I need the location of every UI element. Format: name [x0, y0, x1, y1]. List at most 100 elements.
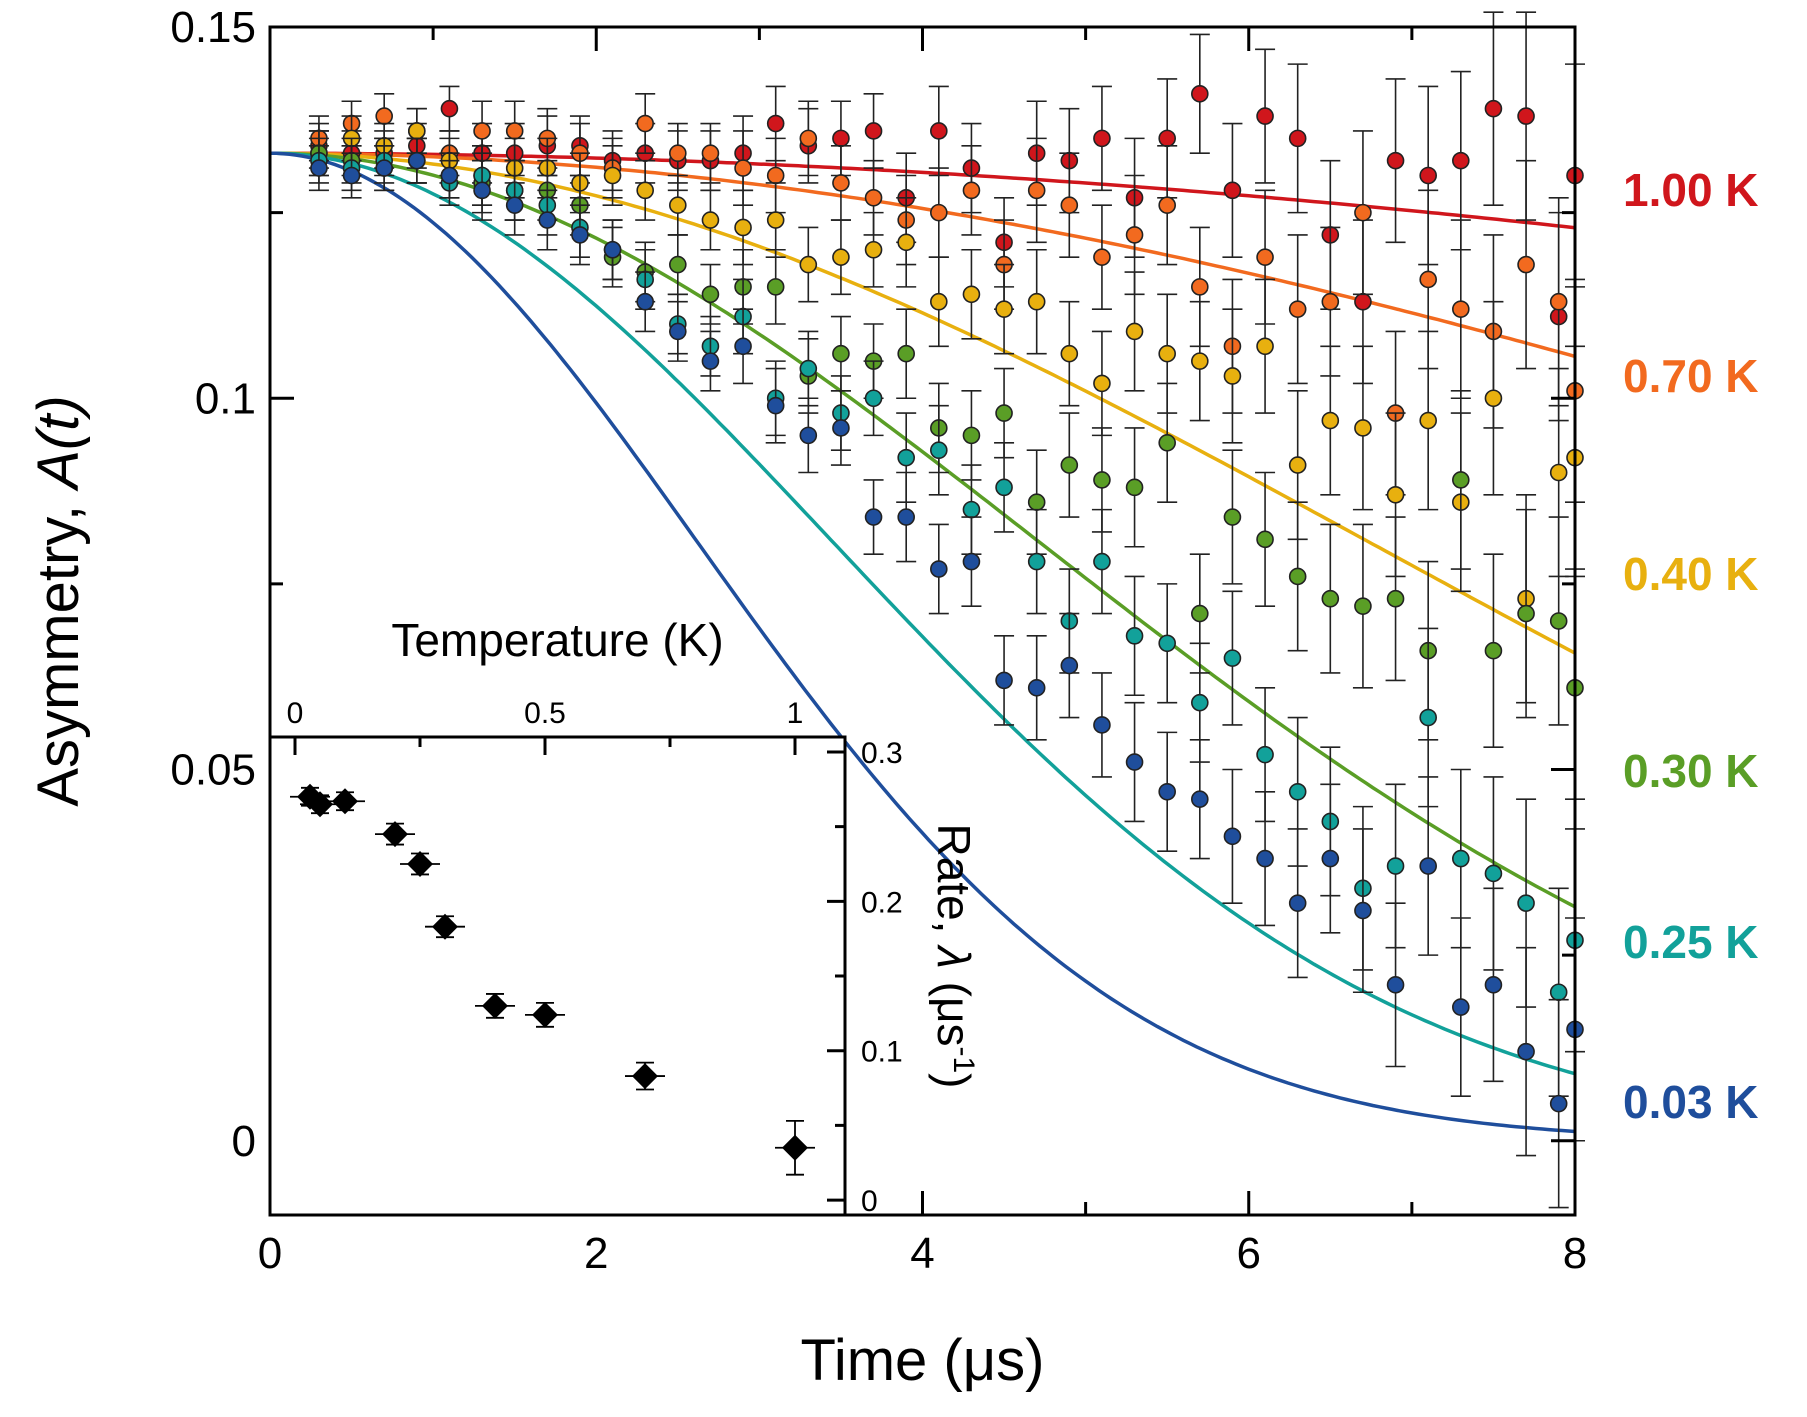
data-point: [1452, 998, 1470, 1016]
data-point: [1354, 419, 1372, 437]
inset-data-point: [382, 821, 408, 848]
data-point: [897, 448, 915, 467]
inset-y-title-close: ): [928, 1073, 980, 1088]
data-point: [930, 560, 948, 578]
series-0: [308, 11, 1585, 422]
inset-data-point: [632, 1063, 658, 1090]
data-point: [1223, 181, 1242, 200]
data-point: [636, 114, 654, 133]
data-point: [1386, 589, 1405, 608]
data-point: [1288, 456, 1307, 474]
data-point: [734, 337, 752, 356]
data-point: [1354, 901, 1372, 920]
data-point: [1093, 471, 1111, 489]
data-point: [1549, 983, 1568, 1002]
data-point: [1125, 226, 1144, 244]
data-point: [1125, 478, 1144, 497]
data-point: [930, 441, 948, 460]
data-point: [1354, 292, 1372, 311]
data-point: [1158, 634, 1176, 653]
data-point: [1158, 344, 1176, 363]
data-point: [766, 278, 785, 296]
data-point: [897, 344, 915, 363]
data-point: [930, 122, 948, 140]
inset-y-title-superscript: -1: [947, 1046, 980, 1073]
data-point: [1386, 857, 1405, 875]
data-point: [734, 218, 752, 237]
data-point: [1223, 367, 1242, 385]
data-point: [832, 419, 850, 437]
data-point: [864, 508, 883, 526]
data-point: [1027, 292, 1046, 311]
inset-data-point: [482, 992, 508, 1019]
inset-y-tick-label: 0.3: [861, 737, 903, 770]
data-point: [1125, 627, 1144, 645]
data-point: [799, 426, 818, 445]
data-point: [1256, 248, 1274, 266]
data-point: [864, 389, 883, 408]
data-point: [832, 174, 850, 192]
data-point: [1093, 374, 1111, 393]
data-point: [1321, 849, 1340, 868]
data-point: [1191, 278, 1209, 296]
series-label-4: 0.25 K: [1623, 916, 1759, 968]
data-point: [864, 240, 883, 259]
data-point: [342, 166, 361, 185]
data-point: [1027, 679, 1046, 697]
data-point: [636, 181, 654, 200]
x-tick-label: 4: [910, 1229, 934, 1278]
data-point: [1223, 827, 1242, 846]
data-point: [1288, 567, 1307, 586]
inset-y-title-symbol: λ: [928, 943, 980, 969]
data-point: [864, 122, 883, 140]
data-point: [1484, 99, 1503, 118]
data-point: [1354, 203, 1372, 222]
data-point: [1517, 894, 1535, 912]
data-point: [995, 300, 1013, 318]
data-point: [1191, 85, 1209, 103]
data-point: [1321, 292, 1340, 311]
data-point: [1158, 196, 1176, 214]
data-point: [1484, 864, 1503, 883]
data-point: [310, 159, 328, 177]
fit-curve-0: [270, 151, 1576, 230]
inset-x-axis-title: Temperature (K): [391, 614, 723, 666]
data-point: [1256, 745, 1274, 764]
data-point: [1093, 129, 1111, 148]
data-point: [1517, 1042, 1535, 1061]
data-point: [1419, 708, 1437, 727]
data-point: [1223, 508, 1242, 526]
data-point: [1386, 976, 1405, 994]
inset-y-title-units: (μs: [928, 969, 980, 1047]
data-point: [1288, 894, 1307, 912]
inset-data-point: [307, 791, 333, 818]
data-point: [1386, 151, 1405, 170]
y-tick-label: 0.1: [195, 374, 256, 423]
data-point: [930, 203, 948, 222]
x-tick-label: 6: [1237, 1229, 1261, 1278]
series-label-0: 1.00 K: [1623, 164, 1759, 216]
data-point: [1027, 181, 1046, 200]
data-point: [440, 99, 459, 118]
data-point: [375, 159, 393, 177]
data-point: [701, 285, 720, 304]
data-point: [962, 500, 981, 519]
data-point: [864, 188, 883, 207]
series-label-5: 0.03 K: [1623, 1076, 1759, 1128]
data-point: [408, 122, 426, 140]
data-point: [1517, 604, 1535, 623]
data-point: [1452, 151, 1470, 170]
inset-data-point: [532, 1001, 558, 1028]
data-point: [1256, 849, 1274, 868]
data-point: [1517, 255, 1535, 274]
data-point: [930, 292, 948, 311]
data-point: [734, 159, 752, 177]
inset-x-tick-label: 1: [787, 697, 804, 730]
data-point: [1517, 107, 1535, 125]
data-point: [669, 196, 687, 214]
data-point: [669, 322, 687, 341]
data-point: [1060, 196, 1079, 214]
y-tick-label: 0: [232, 1117, 256, 1166]
data-point: [1549, 612, 1568, 630]
data-point: [669, 144, 687, 163]
